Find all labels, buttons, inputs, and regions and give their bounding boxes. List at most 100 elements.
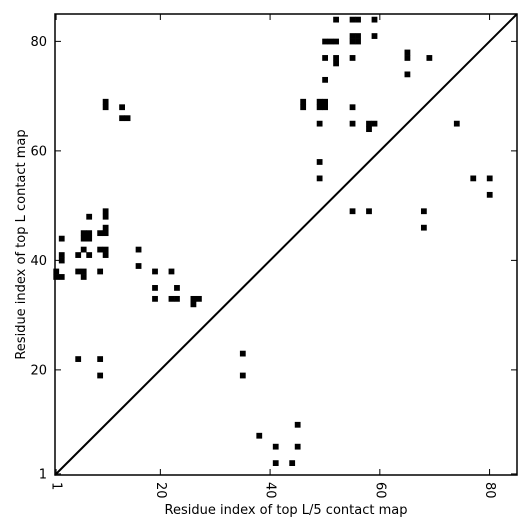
contact-point-upper-20	[102, 246, 109, 253]
contact-point-upper-46	[239, 350, 246, 357]
contact-point-upper-19	[97, 246, 104, 253]
contact-point-upper-21	[102, 252, 109, 258]
contact-point-upper-74	[366, 120, 372, 127]
contact-point-upper-36	[152, 268, 158, 275]
contact-point-upper-53	[322, 104, 328, 111]
contact-point-upper-47	[239, 372, 246, 379]
contact-point-upper-76	[366, 126, 372, 133]
contact-point-upper-59	[333, 38, 339, 45]
contact-point-upper-37	[152, 285, 158, 291]
contact-point-lower-5	[272, 443, 279, 450]
contact-point-upper-44	[190, 301, 197, 308]
contact-point-upper-17	[75, 356, 82, 362]
points-layer	[53, 16, 493, 466]
contact-point-upper-6	[75, 252, 82, 258]
contact-point-lower-3	[420, 224, 427, 231]
contact-point-upper-84	[470, 175, 477, 182]
contact-point-upper-56	[316, 175, 323, 182]
contact-point-upper-12	[86, 230, 93, 237]
contact-point-upper-66	[355, 16, 361, 23]
contact-point-upper-49	[300, 104, 307, 111]
contact-point-upper-14	[86, 235, 93, 242]
contact-point-lower-6	[272, 460, 279, 466]
contact-point-upper-22	[102, 224, 109, 231]
contact-point-upper-32	[119, 115, 125, 122]
contact-point-lower-4	[256, 432, 263, 439]
contact-point-upper-10	[80, 274, 87, 280]
contact-point-upper-50	[316, 98, 323, 105]
contact-point-upper-73	[349, 120, 356, 127]
contact-point-upper-38	[152, 295, 158, 302]
y-tick-label-2: 40	[30, 254, 47, 269]
contact-point-lower-8	[294, 421, 301, 428]
contact-point-upper-35	[135, 263, 142, 269]
y-tick-label-4: 80	[30, 35, 47, 50]
contact-point-upper-11	[80, 230, 87, 237]
contact-point-upper-42	[174, 285, 180, 291]
y-tick-label-3: 60	[30, 144, 47, 159]
diagonal-line	[54, 13, 518, 476]
contact-point-upper-60	[322, 55, 328, 61]
contact-point-upper-28	[97, 372, 104, 379]
y-tick-label-1: 20	[30, 363, 47, 378]
contact-point-upper-5	[58, 274, 65, 280]
contact-point-upper-55	[316, 159, 323, 165]
contact-point-upper-29	[102, 98, 109, 105]
contact-point-upper-82	[426, 55, 433, 61]
plot-frame	[54, 13, 518, 476]
contact-point-upper-65	[349, 16, 356, 23]
contact-point-upper-31	[119, 104, 125, 111]
y-tick-label-0: 1	[39, 467, 47, 482]
contact-point-upper-69	[349, 38, 356, 45]
contact-point-upper-24	[102, 208, 109, 215]
contact-point-upper-41	[174, 295, 180, 302]
contact-point-lower-1	[366, 208, 372, 215]
contact-point-upper-79	[404, 49, 411, 56]
contact-point-upper-26	[97, 268, 104, 275]
contact-point-upper-8	[80, 246, 87, 253]
contact-point-upper-25	[102, 213, 109, 220]
contact-point-upper-80	[404, 55, 411, 61]
contact-point-upper-1	[58, 257, 65, 264]
contact-point-upper-2	[58, 235, 65, 242]
contact-point-upper-75	[371, 120, 378, 127]
contact-point-lower-0	[349, 208, 356, 215]
contact-point-upper-77	[371, 16, 378, 23]
x-tick-label-3: 60	[372, 482, 387, 499]
contact-point-upper-48	[300, 98, 307, 105]
contact-point-upper-43	[190, 295, 197, 302]
contact-point-upper-61	[322, 76, 328, 83]
contact-point-upper-18	[97, 230, 104, 237]
contact-point-upper-67	[349, 33, 356, 39]
x-tick-label-1: 20	[153, 482, 168, 499]
contact-point-upper-72	[349, 104, 356, 111]
contact-point-upper-70	[355, 38, 361, 45]
contact-point-upper-71	[349, 55, 356, 61]
contact-point-upper-13	[80, 235, 87, 242]
contact-point-upper-27	[97, 356, 104, 362]
contact-point-upper-86	[486, 191, 493, 198]
contact-point-upper-4	[53, 274, 60, 280]
contact-point-upper-83	[453, 120, 460, 127]
contact-point-upper-3	[53, 268, 60, 275]
contact-point-upper-34	[135, 246, 142, 253]
contact-point-upper-64	[333, 60, 339, 67]
contact-point-lower-7	[289, 460, 296, 466]
contact-point-upper-81	[404, 71, 411, 78]
contact-point-upper-54	[316, 120, 323, 127]
contact-point-upper-7	[75, 268, 82, 275]
contact-point-upper-40	[168, 295, 175, 302]
contact-point-lower-9	[294, 443, 301, 450]
contact-point-upper-39	[168, 268, 175, 275]
x-axis-label: Residue index of top L/5 contact map	[165, 503, 408, 518]
contact-point-upper-85	[486, 175, 493, 182]
contact-point-upper-45	[196, 295, 202, 302]
contact-point-upper-16	[86, 213, 93, 220]
contact-point-upper-30	[102, 104, 109, 111]
contact-point-upper-9	[80, 268, 87, 275]
x-tick-label-0: 1	[49, 482, 64, 490]
contact-point-upper-58	[327, 38, 334, 45]
contact-point-upper-51	[322, 98, 328, 105]
contact-point-upper-33	[124, 115, 131, 122]
